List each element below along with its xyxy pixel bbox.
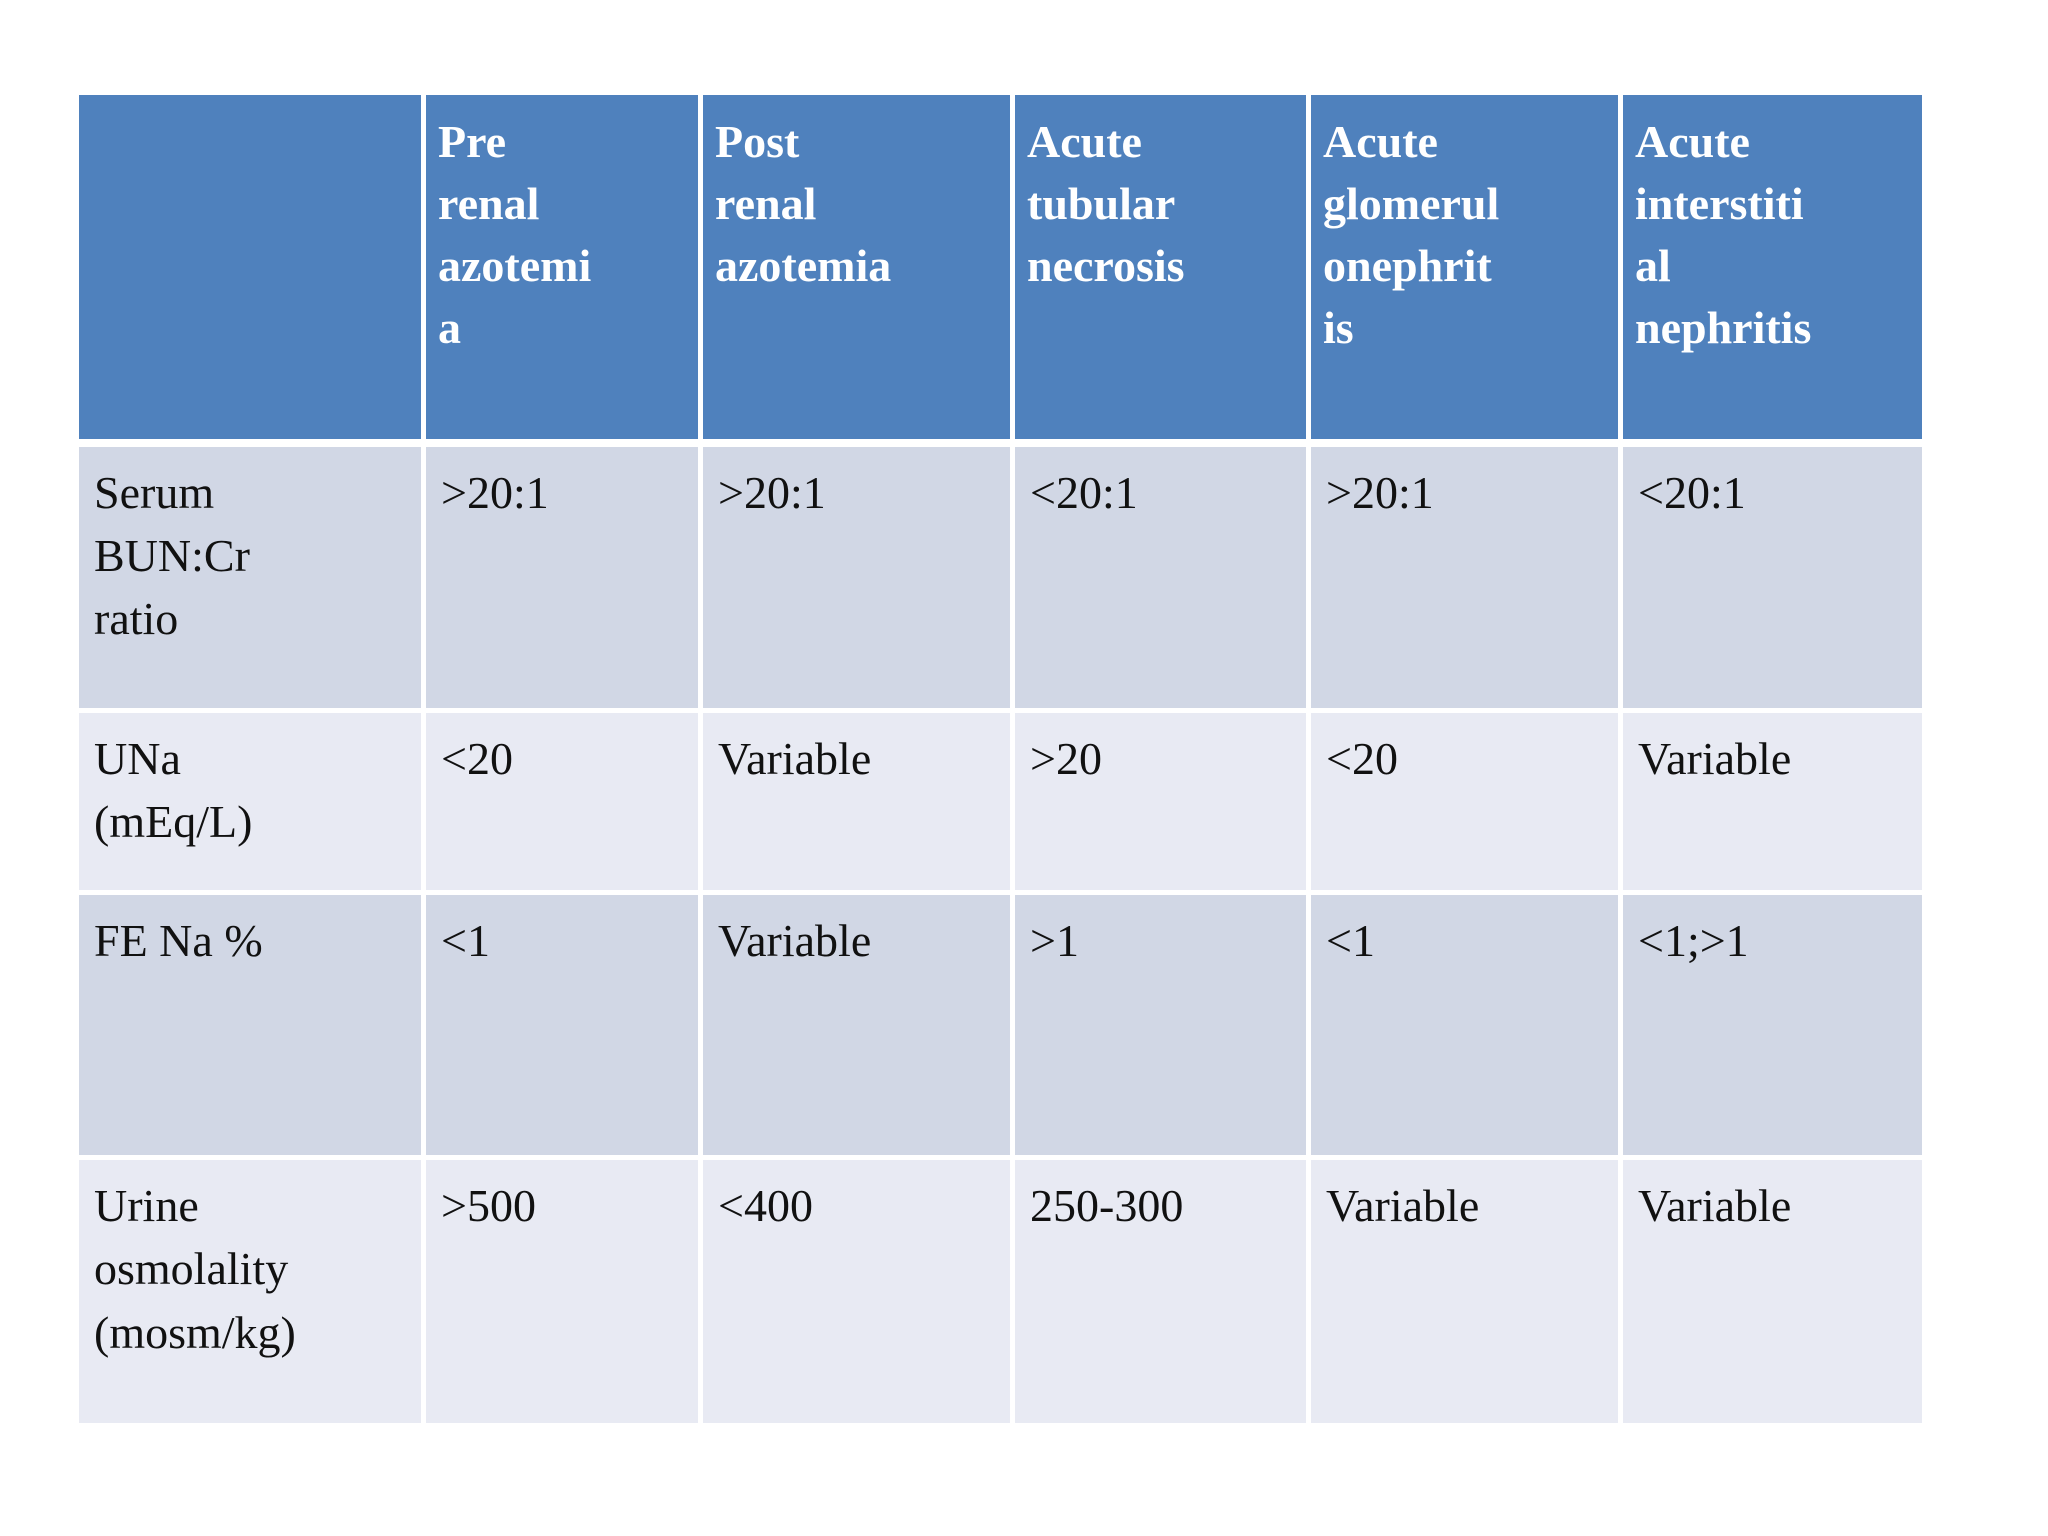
cell-value: Variable	[1618, 1155, 1927, 1428]
cell-value: Variable	[1618, 708, 1927, 895]
cell-value: <1;>1	[1618, 890, 1927, 1160]
row-label: FE Na %	[74, 890, 426, 1160]
cell-value: <1	[421, 890, 703, 1160]
cell-value: <20:1	[1618, 440, 1927, 713]
cell-value: Variable	[698, 708, 1015, 895]
cell-value: >20	[1010, 708, 1311, 895]
cell-value: >20:1	[698, 440, 1015, 713]
table-row-serum-bun-cr-ratio: Serum BUN:Cr ratio >20:1 >20:1 <20:1 >20…	[74, 440, 1927, 713]
cell-value: <1	[1306, 890, 1623, 1160]
cell-value: <400	[698, 1155, 1015, 1428]
column-header-pre-renal-azotemia: Pre renal azotemi a	[421, 90, 703, 447]
column-header-acute-interstitial-nephritis: Acute interstiti al nephritis	[1618, 90, 1927, 447]
column-header-acute-glomerulonephritis: Acute glomerul onephrit is	[1306, 90, 1623, 447]
row-label: Serum BUN:Cr ratio	[74, 440, 426, 713]
renal-failure-comparison-table: Pre renal azotemi a Post renal azotemia …	[74, 90, 1927, 1428]
row-label: UNa (mEq/L)	[74, 708, 426, 895]
table-row-fe-na: FE Na % <1 Variable >1 <1 <1;>1	[74, 890, 1927, 1160]
cell-value: >20:1	[421, 440, 703, 713]
cell-value: <20:1	[1010, 440, 1311, 713]
table-row-urine-osmolality: Urine osmolality (mosm/kg) >500 <400 250…	[74, 1155, 1927, 1428]
column-header-post-renal-azotemia: Post renal azotemia	[698, 90, 1015, 447]
cell-value: >20:1	[1306, 440, 1623, 713]
cell-value: Variable	[698, 890, 1015, 1160]
cell-value: <20	[421, 708, 703, 895]
cell-value: <20	[1306, 708, 1623, 895]
cell-value: >1	[1010, 890, 1311, 1160]
cell-value: 250-300	[1010, 1155, 1311, 1428]
header-row: Pre renal azotemi a Post renal azotemia …	[74, 90, 1927, 447]
table-row-una: UNa (mEq/L) <20 Variable >20 <20 Variabl…	[74, 708, 1927, 895]
cell-value: Variable	[1306, 1155, 1623, 1428]
row-label: Urine osmolality (mosm/kg)	[74, 1155, 426, 1428]
cell-value: >500	[421, 1155, 703, 1428]
corner-header-cell	[74, 90, 426, 447]
column-header-acute-tubular-necrosis: Acute tubular necrosis	[1010, 90, 1311, 447]
